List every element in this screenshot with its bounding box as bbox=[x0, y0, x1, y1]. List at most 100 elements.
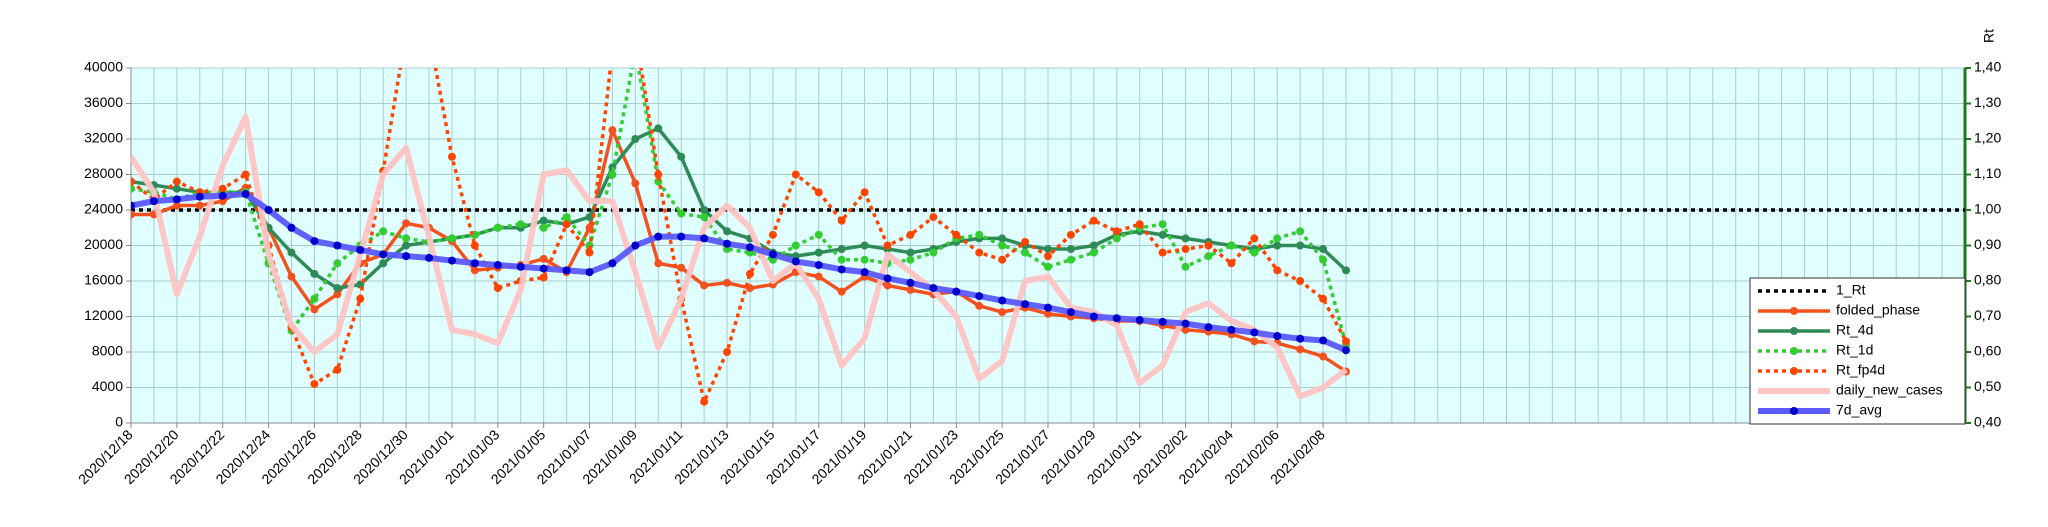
series-marker bbox=[218, 184, 227, 193]
series-marker bbox=[1250, 337, 1259, 346]
series-marker bbox=[975, 292, 984, 301]
series-marker bbox=[1319, 294, 1328, 303]
series-marker bbox=[1342, 346, 1351, 355]
series-marker bbox=[493, 284, 502, 293]
series-marker bbox=[1296, 241, 1305, 250]
y2-tick-label: 1,00 bbox=[1974, 201, 2001, 217]
series-marker bbox=[516, 220, 525, 229]
series-marker bbox=[493, 261, 502, 270]
series-marker bbox=[837, 287, 846, 296]
series-marker bbox=[425, 253, 434, 262]
series-marker bbox=[998, 255, 1007, 264]
series-marker bbox=[1066, 308, 1075, 317]
series-marker bbox=[631, 29, 639, 37]
y-tick-label: 28000 bbox=[84, 165, 123, 181]
series-line bbox=[131, 68, 1348, 404]
series-marker bbox=[1319, 245, 1328, 254]
series-marker bbox=[906, 230, 915, 239]
series-marker bbox=[1296, 334, 1305, 343]
series-marker bbox=[333, 259, 342, 268]
y2-tick-label: 1,20 bbox=[1974, 130, 2001, 146]
series-marker bbox=[310, 294, 319, 303]
series-marker bbox=[952, 230, 961, 239]
legend: 1_Rt folded_phase Rt_4d Rt_1d Rt_fp4d daily_n… bbox=[1749, 277, 1966, 425]
y-tick-label: 40000 bbox=[84, 59, 123, 75]
series-marker bbox=[631, 179, 640, 188]
series-marker bbox=[814, 261, 823, 270]
legend-label: 7d_avg bbox=[1836, 402, 1882, 418]
series-marker bbox=[837, 265, 846, 274]
y-tick-label: 32000 bbox=[84, 130, 123, 146]
series-marker bbox=[195, 201, 204, 210]
y2-axis-title: Rt bbox=[1981, 29, 1997, 43]
series-marker bbox=[998, 234, 1007, 243]
series-marker bbox=[723, 278, 732, 287]
series-marker bbox=[470, 266, 479, 275]
series-marker bbox=[860, 241, 869, 250]
series-marker bbox=[356, 245, 365, 254]
series-marker bbox=[883, 241, 892, 250]
legend-label: daily_new_cases bbox=[1836, 382, 1943, 398]
series-marker bbox=[1181, 319, 1190, 328]
series-marker bbox=[131, 210, 135, 219]
series-marker bbox=[723, 348, 732, 356]
series-marker bbox=[1089, 241, 1098, 250]
series-marker bbox=[1044, 245, 1052, 254]
series-marker bbox=[264, 206, 273, 214]
series-marker bbox=[975, 248, 984, 257]
series-marker bbox=[310, 379, 319, 388]
series-marker bbox=[1181, 262, 1190, 271]
series-marker bbox=[1112, 227, 1121, 236]
series-marker bbox=[654, 170, 663, 179]
legend-label: 1_Rt bbox=[1836, 282, 1866, 298]
series-marker bbox=[402, 29, 410, 37]
series-marker bbox=[906, 285, 915, 294]
series-marker bbox=[379, 227, 388, 236]
series-marker bbox=[723, 227, 732, 236]
series-marker bbox=[310, 237, 319, 246]
series-marker bbox=[814, 272, 823, 281]
series-marker bbox=[356, 294, 365, 303]
series-marker bbox=[470, 259, 479, 268]
series-marker bbox=[1112, 234, 1121, 243]
series-marker bbox=[539, 264, 548, 273]
series-marker bbox=[539, 216, 548, 225]
y2-tick-label: 1,40 bbox=[1974, 59, 2001, 75]
series-marker bbox=[906, 278, 915, 287]
series-marker bbox=[1296, 277, 1305, 285]
y2-tick-label: 0,90 bbox=[1974, 236, 2001, 252]
series-marker bbox=[1273, 241, 1282, 250]
y-tick-label: 8000 bbox=[92, 343, 123, 359]
series-marker bbox=[1273, 266, 1282, 275]
series-marker bbox=[998, 296, 1007, 305]
series-marker bbox=[1158, 220, 1167, 229]
series-marker bbox=[1227, 325, 1236, 334]
series-marker bbox=[745, 243, 754, 252]
series-marker bbox=[631, 241, 640, 250]
series-line bbox=[131, 68, 1348, 346]
series-marker bbox=[883, 281, 892, 290]
series-marker bbox=[131, 184, 135, 193]
series-marker bbox=[1227, 259, 1236, 268]
y2-tick-label: 0,80 bbox=[1974, 272, 2001, 288]
legend-label: folded_phase bbox=[1836, 302, 1920, 318]
plot-layer bbox=[131, 29, 1965, 406]
series-marker bbox=[131, 201, 135, 210]
series-marker bbox=[608, 170, 617, 179]
series-marker bbox=[608, 259, 617, 268]
series-marker bbox=[929, 213, 938, 222]
legend-marker bbox=[1790, 367, 1798, 375]
series-marker bbox=[1021, 237, 1030, 246]
series-marker bbox=[447, 234, 456, 243]
series-marker bbox=[287, 272, 296, 281]
series-marker bbox=[1158, 248, 1167, 257]
series-marker bbox=[493, 223, 502, 232]
series-marker bbox=[1044, 252, 1052, 261]
series-marker bbox=[402, 219, 411, 228]
series-marker bbox=[1204, 323, 1213, 332]
series-marker bbox=[1296, 227, 1305, 236]
series-marker bbox=[585, 268, 594, 277]
series-marker bbox=[768, 250, 777, 259]
series-marker bbox=[287, 248, 296, 257]
series-marker bbox=[837, 216, 846, 225]
